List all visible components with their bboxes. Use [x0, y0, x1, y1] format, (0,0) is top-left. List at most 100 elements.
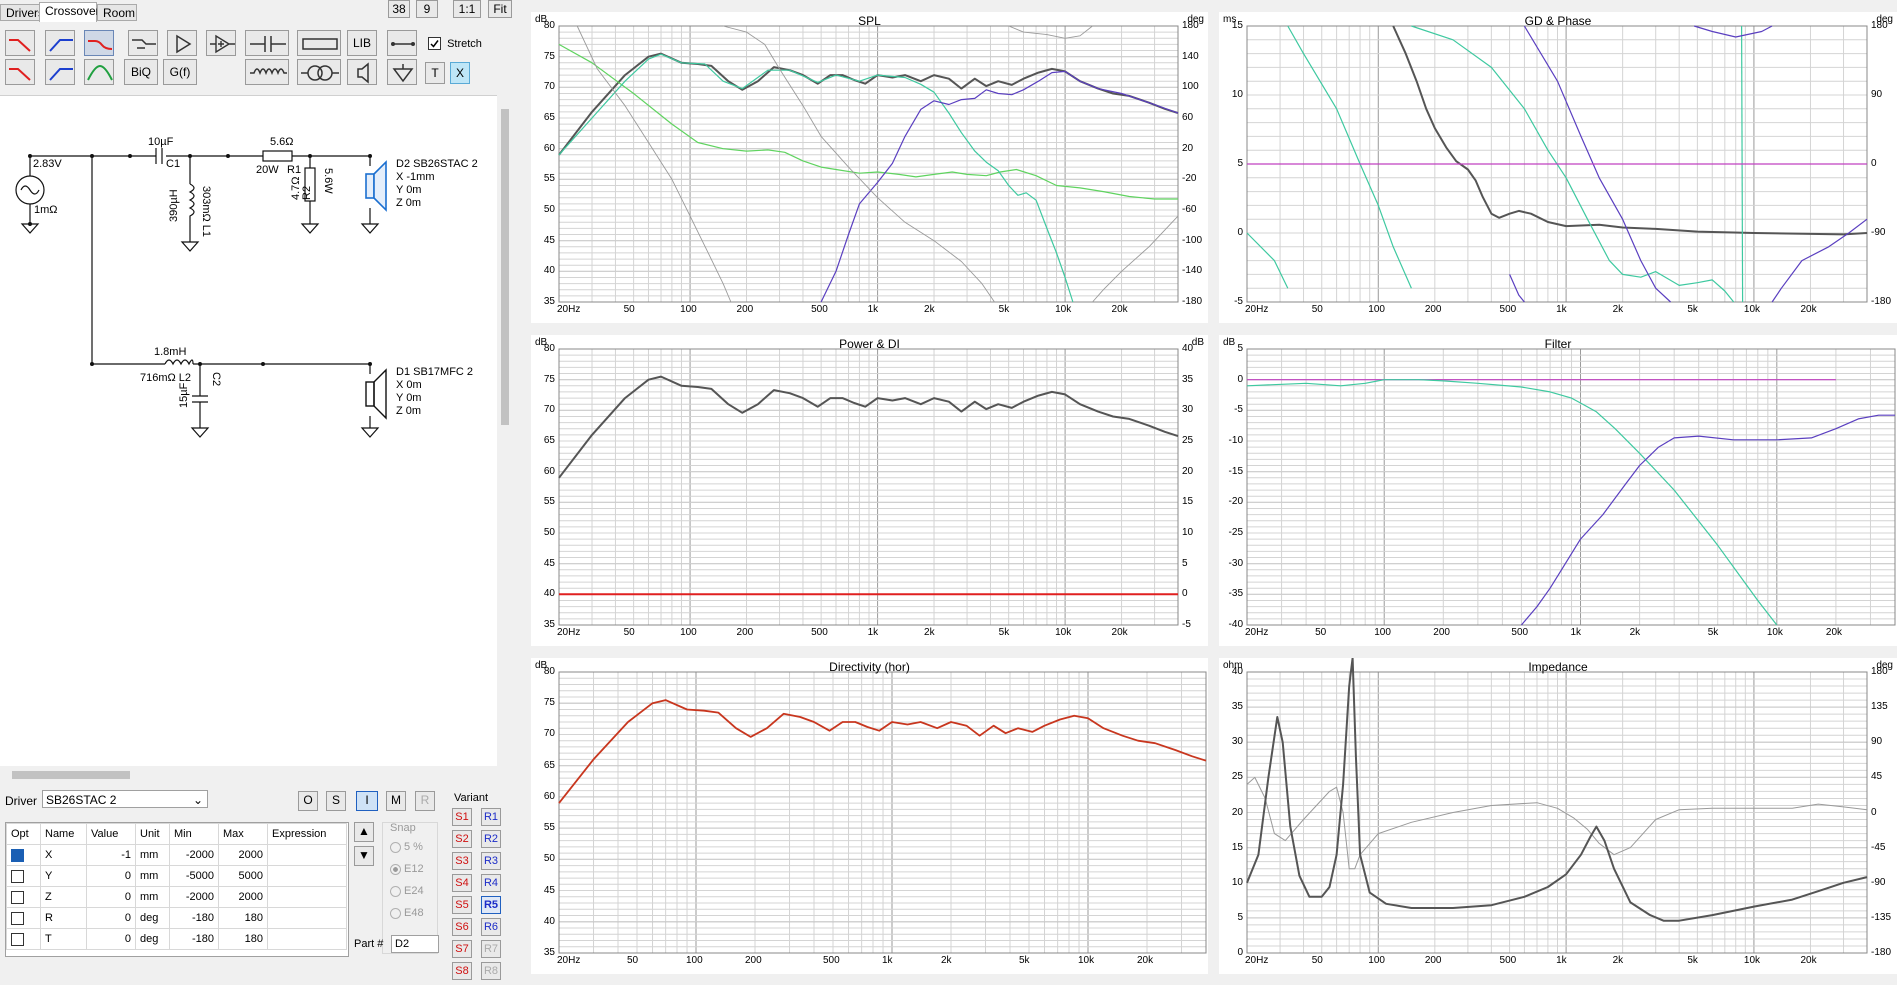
move-down-button[interactable]: ▼ [354, 846, 374, 866]
min-cell[interactable]: -180 [169, 907, 219, 929]
opt-checkbox[interactable] [11, 848, 24, 862]
variant-r3-button[interactable]: R3 [481, 852, 501, 870]
max-cell[interactable]: 180 [218, 907, 268, 929]
tab-room[interactable]: Room [97, 4, 137, 21]
grid-x-input[interactable]: 38 [388, 0, 410, 18]
table-row[interactable]: R 0 deg -180 180 [6, 907, 347, 929]
lowpass-red-2-button[interactable] [5, 59, 35, 85]
variant-r2-button[interactable]: R2 [481, 830, 501, 848]
vertical-scroll-thumb[interactable] [501, 109, 509, 425]
opt-checkbox[interactable] [11, 890, 24, 904]
table-row[interactable]: X -1 mm -2000 2000 [6, 844, 347, 866]
opt-cell[interactable] [6, 886, 41, 908]
value-cell[interactable]: -1 [86, 844, 136, 866]
opt-cell[interactable] [6, 865, 41, 887]
schematic-vertical-scrollbar[interactable] [498, 95, 512, 765]
opt-cell[interactable] [6, 907, 41, 929]
opt-checkbox[interactable] [11, 932, 24, 946]
directivity-chart[interactable]: Directivity (hor) dB 80 75 70 65 60 55 50 45 40 35 2… [531, 658, 1208, 974]
zoom-1-1-button[interactable]: 1:1 [453, 0, 481, 18]
bandpass-green-button[interactable] [84, 59, 114, 85]
variant-s3-button[interactable]: S3 [452, 852, 472, 870]
mode-i-button[interactable]: I [356, 791, 378, 811]
filter-chart[interactable]: Filter dB 5 0 -5 -10 -15 -20 -25 -30 -35 -40 20Hz 50 1… [1219, 335, 1897, 646]
variant-r1-button[interactable]: R1 [481, 808, 501, 826]
table-row[interactable]: Y 0 mm -5000 5000 [6, 865, 347, 887]
tab-drivers[interactable]: Drivers [0, 4, 44, 21]
power-di-chart[interactable]: Power & DI dB dB 80 75 70 65 60 55 50 45 40 35 40 35 30… [531, 335, 1208, 646]
variant-s5-button[interactable]: S5 [452, 896, 472, 914]
buffer-button[interactable] [206, 30, 236, 56]
opt-cell[interactable] [6, 844, 41, 866]
expression-cell[interactable] [267, 928, 347, 950]
transformer-button[interactable] [297, 59, 341, 85]
variant-r4-button[interactable]: R4 [481, 874, 501, 892]
snap-option[interactable]: 5 % [390, 841, 423, 853]
variant-r7-button[interactable]: R7 [481, 940, 501, 958]
snap-option[interactable]: E24 [390, 885, 424, 897]
driver-select[interactable]: SB26STAC 2 ⌄ [42, 790, 208, 808]
opt-checkbox[interactable] [11, 911, 24, 925]
max-cell[interactable]: 180 [218, 928, 268, 950]
opt-checkbox[interactable] [11, 869, 24, 883]
tab-crossover[interactable]: Crossover [39, 2, 100, 22]
stretch-checkbox[interactable]: Stretch [428, 37, 482, 50]
text-tool-button[interactable]: T [425, 62, 445, 84]
lowpass-red-button[interactable] [5, 30, 35, 56]
variant-s1-button[interactable]: S1 [452, 808, 472, 826]
min-cell[interactable]: -2000 [169, 844, 219, 866]
value-cell[interactable]: 0 [86, 907, 136, 929]
variant-s6-button[interactable]: S6 [452, 918, 472, 936]
resistor-button[interactable] [297, 30, 341, 56]
amplifier-button[interactable] [167, 30, 197, 56]
biquad-button[interactable]: BiQ [124, 59, 158, 85]
grid-y-input[interactable]: 9 [416, 0, 438, 18]
mode-r-button[interactable]: R [415, 791, 435, 811]
expression-cell[interactable] [267, 844, 347, 866]
variant-s7-button[interactable]: S7 [452, 940, 472, 958]
part-number-input[interactable]: D2 [391, 935, 439, 953]
value-cell[interactable]: 0 [86, 886, 136, 908]
variant-r6-button[interactable]: R6 [481, 918, 501, 936]
horizontal-scroll-thumb[interactable] [12, 771, 130, 779]
inductor-button[interactable] [245, 59, 289, 85]
move-up-button[interactable]: ▲ [354, 822, 374, 842]
impedance-chart[interactable]: Impedance ohm deg 40 35 30 25 20 15 10 5 0 180 135 90 4… [1219, 658, 1897, 974]
capacitor-button[interactable] [245, 30, 289, 56]
variant-s8-button[interactable]: S8 [452, 962, 472, 980]
min-cell[interactable]: -5000 [169, 865, 219, 887]
notch-button[interactable] [128, 30, 158, 56]
schematic-canvas[interactable]: 2.83V 1mΩ 10µF C1 390µH 303mΩ L1 5.6Ω 20… [0, 95, 497, 766]
expression-cell[interactable] [267, 907, 347, 929]
snap-option[interactable]: E48 [390, 907, 424, 919]
fit-button[interactable]: Fit [488, 0, 512, 18]
wire-button[interactable] [387, 30, 417, 56]
shelf-red-button[interactable] [84, 30, 114, 56]
speaker-button[interactable] [347, 59, 377, 85]
mode-o-button[interactable]: O [298, 791, 318, 811]
max-cell[interactable]: 5000 [218, 865, 268, 887]
transfer-function-button[interactable]: G(f) [163, 59, 197, 85]
variant-r8-button[interactable]: R8 [481, 962, 501, 980]
spl-chart[interactable]: SPL dB deg 80 75 70 65 60 55 50 45 40 35 180 140 100 60 2… [531, 12, 1208, 323]
value-cell[interactable]: 0 [86, 928, 136, 950]
table-row[interactable]: Z 0 mm -2000 2000 [6, 886, 347, 908]
ground-button[interactable] [387, 59, 417, 85]
opt-cell[interactable] [6, 928, 41, 950]
variant-s2-button[interactable]: S2 [452, 830, 472, 848]
variant-r5-button[interactable]: R5 [481, 896, 501, 914]
min-cell[interactable]: -2000 [169, 886, 219, 908]
library-button[interactable]: LIB [347, 30, 377, 56]
highpass-blue-button[interactable] [45, 30, 75, 56]
max-cell[interactable]: 2000 [218, 844, 268, 866]
expression-cell[interactable] [267, 886, 347, 908]
snap-option[interactable]: E12 [390, 863, 424, 875]
mode-m-button[interactable]: M [386, 791, 406, 811]
schematic-horizontal-scrollbar[interactable] [0, 768, 497, 782]
variant-s4-button[interactable]: S4 [452, 874, 472, 892]
gd-phase-chart[interactable]: GD & Phase ms deg 15 10 5 0 -5 180 90 0 -90 -180 20Hz… [1219, 12, 1897, 323]
min-cell[interactable]: -180 [169, 928, 219, 950]
delete-tool-button[interactable]: X [450, 62, 470, 84]
max-cell[interactable]: 2000 [218, 886, 268, 908]
value-cell[interactable]: 0 [86, 865, 136, 887]
